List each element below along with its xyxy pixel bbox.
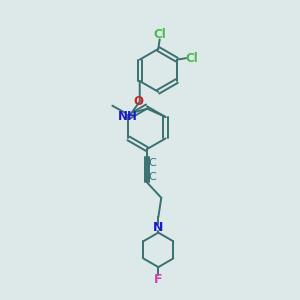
Text: C: C [148, 172, 156, 182]
Text: Cl: Cl [186, 52, 199, 65]
Text: NH: NH [118, 110, 138, 123]
Text: O: O [133, 95, 143, 108]
Text: F: F [154, 273, 163, 286]
Text: N: N [153, 221, 164, 234]
Text: Cl: Cl [153, 28, 166, 41]
Text: C: C [148, 158, 156, 168]
